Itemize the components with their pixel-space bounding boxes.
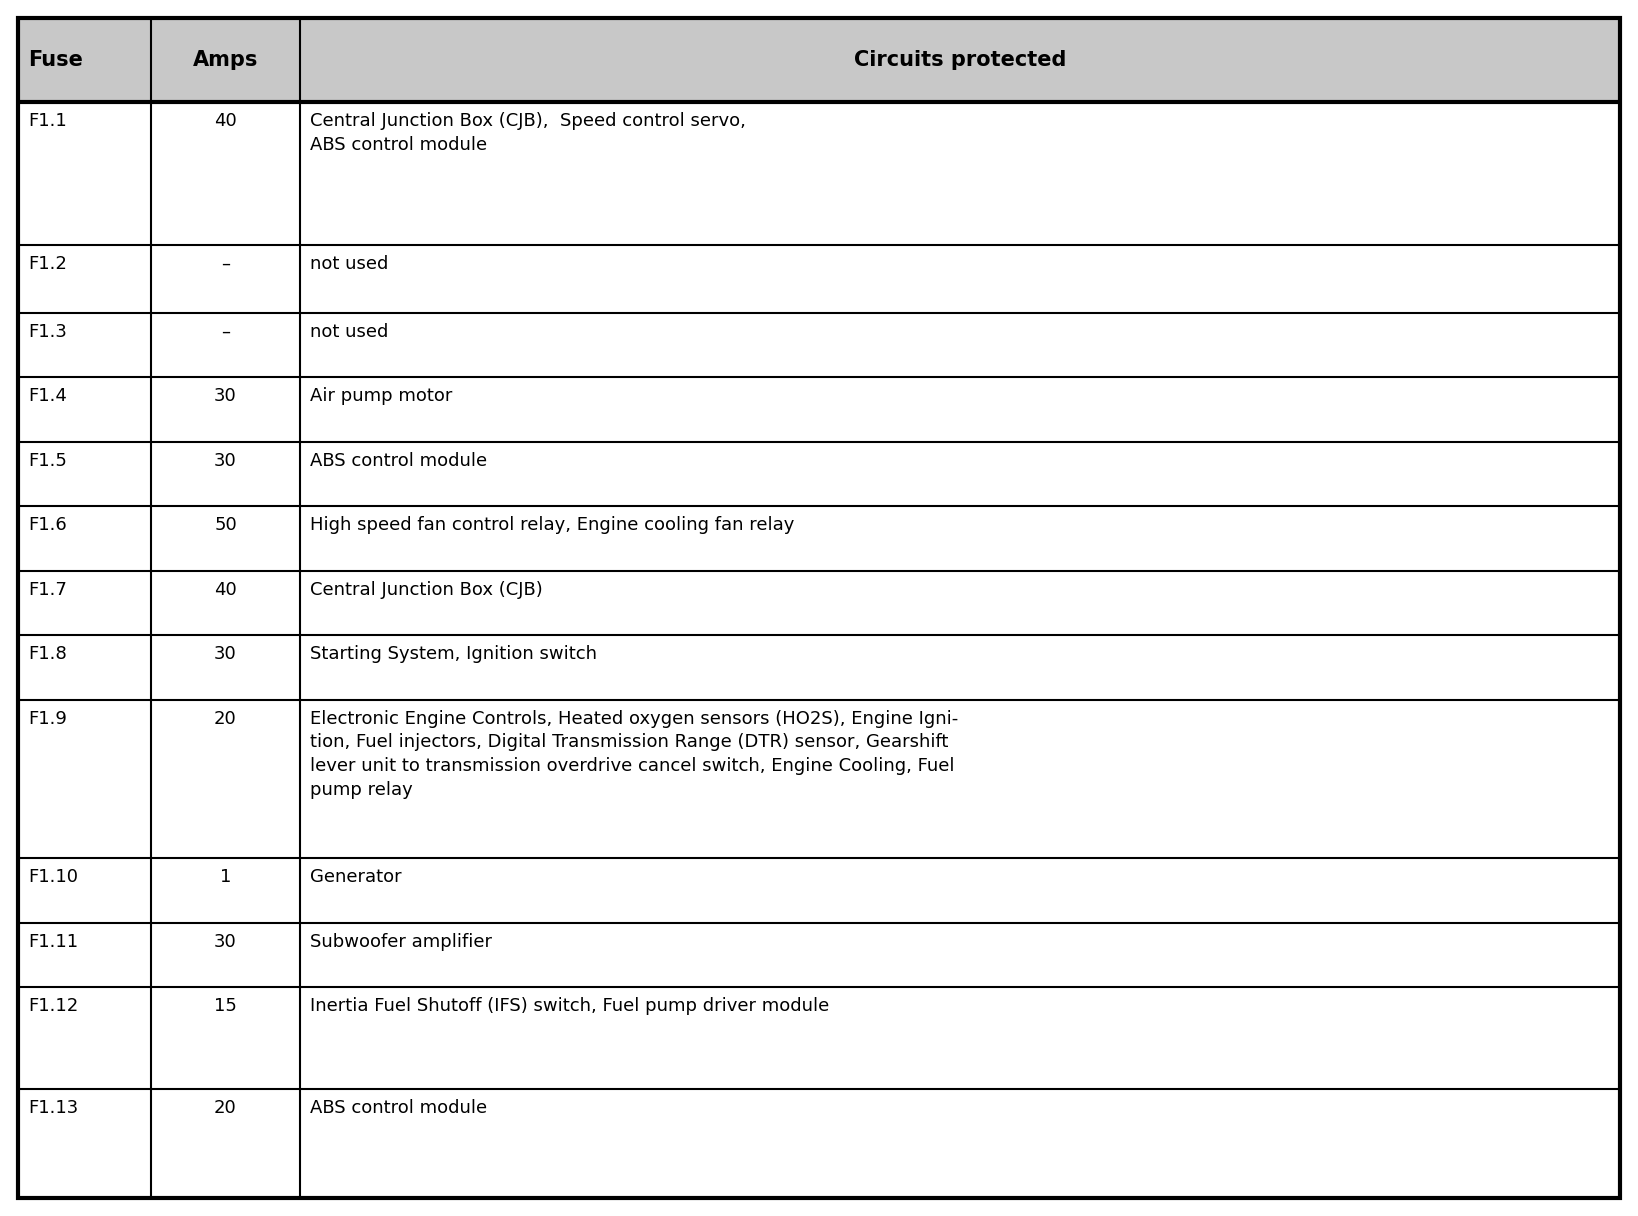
Text: Central Junction Box (CJB): Central Junction Box (CJB)	[310, 581, 542, 598]
Text: F1.10: F1.10	[28, 868, 79, 886]
Text: 30: 30	[215, 933, 238, 951]
Bar	[18, 18, 1620, 102]
Text: F1.3: F1.3	[28, 323, 67, 340]
Text: 30: 30	[215, 388, 238, 405]
Text: –: –	[221, 323, 229, 340]
Text: F1.7: F1.7	[28, 581, 67, 598]
Text: –: –	[221, 255, 229, 272]
Text: F1.6: F1.6	[28, 517, 67, 534]
Text: Starting System, Ignition switch: Starting System, Ignition switch	[310, 646, 596, 663]
Text: F1.4: F1.4	[28, 388, 67, 405]
Text: F1.2: F1.2	[28, 255, 67, 272]
Text: High speed fan control relay, Engine cooling fan relay: High speed fan control relay, Engine coo…	[310, 517, 794, 534]
Text: not used: not used	[310, 323, 388, 340]
Text: F1.8: F1.8	[28, 646, 67, 663]
Text: F1.9: F1.9	[28, 710, 67, 727]
Text: 20: 20	[215, 710, 238, 727]
Text: Electronic Engine Controls, Heated oxygen sensors (HO2S), Engine Igni-
tion, Fue: Electronic Engine Controls, Heated oxyge…	[310, 710, 958, 799]
Text: Fuse: Fuse	[28, 50, 84, 71]
Text: F1.13: F1.13	[28, 1099, 79, 1118]
Text: Inertia Fuel Shutoff (IFS) switch, Fuel pump driver module: Inertia Fuel Shutoff (IFS) switch, Fuel …	[310, 997, 829, 1015]
Text: F1.11: F1.11	[28, 933, 79, 951]
Text: 30: 30	[215, 452, 238, 469]
Text: F1.1: F1.1	[28, 112, 67, 130]
Text: 20: 20	[215, 1099, 238, 1118]
Text: not used: not used	[310, 255, 388, 272]
Text: 30: 30	[215, 646, 238, 663]
Text: Central Junction Box (CJB),  Speed control servo,
ABS control module: Central Junction Box (CJB), Speed contro…	[310, 112, 745, 154]
Text: Air pump motor: Air pump motor	[310, 388, 452, 405]
Text: Subwoofer amplifier: Subwoofer amplifier	[310, 933, 491, 951]
Text: ABS control module: ABS control module	[310, 1099, 486, 1118]
Text: 50: 50	[215, 517, 238, 534]
Text: Generator: Generator	[310, 868, 401, 886]
Text: F1.12: F1.12	[28, 997, 79, 1015]
Text: F1.5: F1.5	[28, 452, 67, 469]
Text: ABS control module: ABS control module	[310, 452, 486, 469]
Text: 1: 1	[219, 868, 231, 886]
Text: 40: 40	[215, 112, 238, 130]
Text: Circuits protected: Circuits protected	[853, 50, 1066, 71]
Text: Amps: Amps	[193, 50, 259, 71]
Text: 40: 40	[215, 581, 238, 598]
Text: 15: 15	[215, 997, 238, 1015]
